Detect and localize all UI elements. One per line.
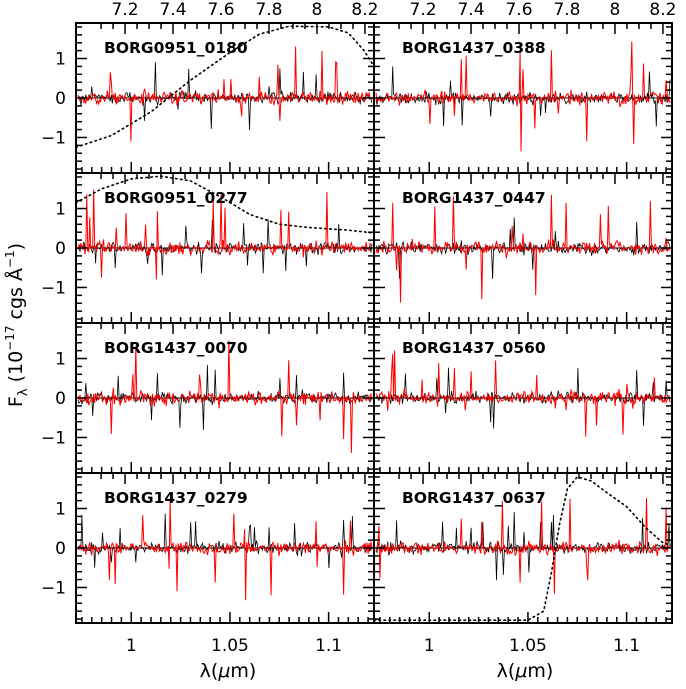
y-tick-label: 0	[55, 539, 66, 559]
panel-borg1437-0070: −1 0 1 BORG1437_0070	[41, 322, 375, 474]
top-tick-label: 7.2	[410, 0, 437, 20]
flux-spectrum-line	[77, 340, 373, 454]
bottom-wavelength-axis: 1 1.05 1.1 1 1.05 1.1	[126, 636, 640, 656]
top-tick-label: 8	[610, 0, 621, 20]
y-tick-label: 0	[55, 389, 66, 409]
bottom-tick-label: 1	[126, 636, 137, 656]
bottom-tick-label: 1.05	[211, 636, 249, 656]
top-tick-label: 7.6	[207, 0, 234, 20]
panel-label: BORG0951_0277	[104, 189, 248, 207]
y-tick-label: 1	[55, 350, 66, 370]
panel-borg1437-0560: BORG1437_0560	[373, 322, 673, 474]
bottom-tick-label: 1.1	[315, 636, 342, 656]
y-tick-label: −1	[41, 128, 66, 148]
flux-spectrum-line	[375, 41, 671, 152]
x-axis-title-right: λ(μm)	[497, 660, 554, 682]
panel-borg1437-0279: −1 0 1 BORG1437_0279	[41, 472, 375, 624]
y-tick-label: 1	[55, 200, 66, 220]
noise-spectrum-line	[375, 66, 671, 127]
flux-spectrum-line	[375, 350, 671, 437]
noise-spectrum-line	[375, 217, 671, 280]
panel-label: BORG1437_0637	[402, 489, 546, 507]
flux-spectrum-line	[375, 194, 671, 303]
panel-label: BORG1437_0560	[402, 339, 546, 357]
y-tick-label: −1	[41, 428, 66, 448]
panel-borg1437-0637: BORG1437_0637	[373, 472, 673, 624]
bottom-tick-label: 1	[424, 636, 435, 656]
panel-borg0951-0180: −1 0 1 BORG0951_0180	[41, 22, 375, 174]
panels-layer: −1 0 1 BORG0951_0180 BORG1437_0388 −1 0 1 BORG09…	[41, 22, 673, 624]
noise-spectrum-line	[77, 513, 373, 569]
y-tick-label: −1	[41, 578, 66, 598]
top-tick-label: 7.8	[255, 0, 282, 20]
y-tick-label: 1	[55, 50, 66, 70]
panel-borg1437-0447: BORG1437_0447	[373, 172, 673, 324]
noise-spectrum-line	[375, 511, 671, 581]
top-tick-label: 7.2	[112, 0, 139, 20]
top-tick-label: 7.8	[553, 0, 580, 20]
y-tick-label: 1	[55, 500, 66, 520]
panel-label: BORG1437_0447	[402, 189, 546, 207]
bottom-tick-label: 1.1	[613, 636, 640, 656]
panel-label: BORG1437_0070	[104, 339, 248, 357]
flux-spectrum-line	[77, 500, 373, 601]
top-tick-label: 7.6	[505, 0, 532, 20]
panel-label: BORG1437_0388	[402, 39, 546, 57]
bottom-tick-label: 1.05	[509, 636, 547, 656]
top-tick-label: 8.2	[649, 0, 676, 20]
y-tick-label: −1	[41, 278, 66, 298]
top-tick-label: 7.4	[159, 0, 186, 20]
panel-borg1437-0388: BORG1437_0388	[373, 22, 673, 174]
panel-label: BORG1437_0279	[104, 489, 248, 507]
panel-borg0951-0277: −1 0 1 BORG0951_0277	[41, 172, 375, 324]
filter-transmission-curve	[75, 175, 375, 234]
flux-spectrum-line	[77, 189, 373, 280]
top-redshift-axis: 7.2 7.4 7.6 7.8 8 8.2 7.2 7.4 7.6 7.8 8 8.2	[112, 0, 677, 20]
y-axis-title: Fλ (10−17 cgs Å−1)	[3, 243, 31, 407]
flux-spectrum-line	[375, 497, 671, 594]
y-tick-label: 0	[55, 89, 66, 109]
panel-label: BORG0951_0180	[104, 39, 248, 57]
x-axis-title-left: λ(μm)	[200, 660, 257, 682]
filter-transmission-curve	[75, 25, 375, 149]
top-tick-label: 8	[312, 0, 323, 20]
top-tick-label: 7.4	[457, 0, 484, 20]
y-tick-label: 0	[55, 239, 66, 259]
top-tick-label: 8.2	[351, 0, 378, 20]
flux-spectrum-line	[77, 46, 372, 142]
filter-transmission-curve	[373, 475, 673, 621]
